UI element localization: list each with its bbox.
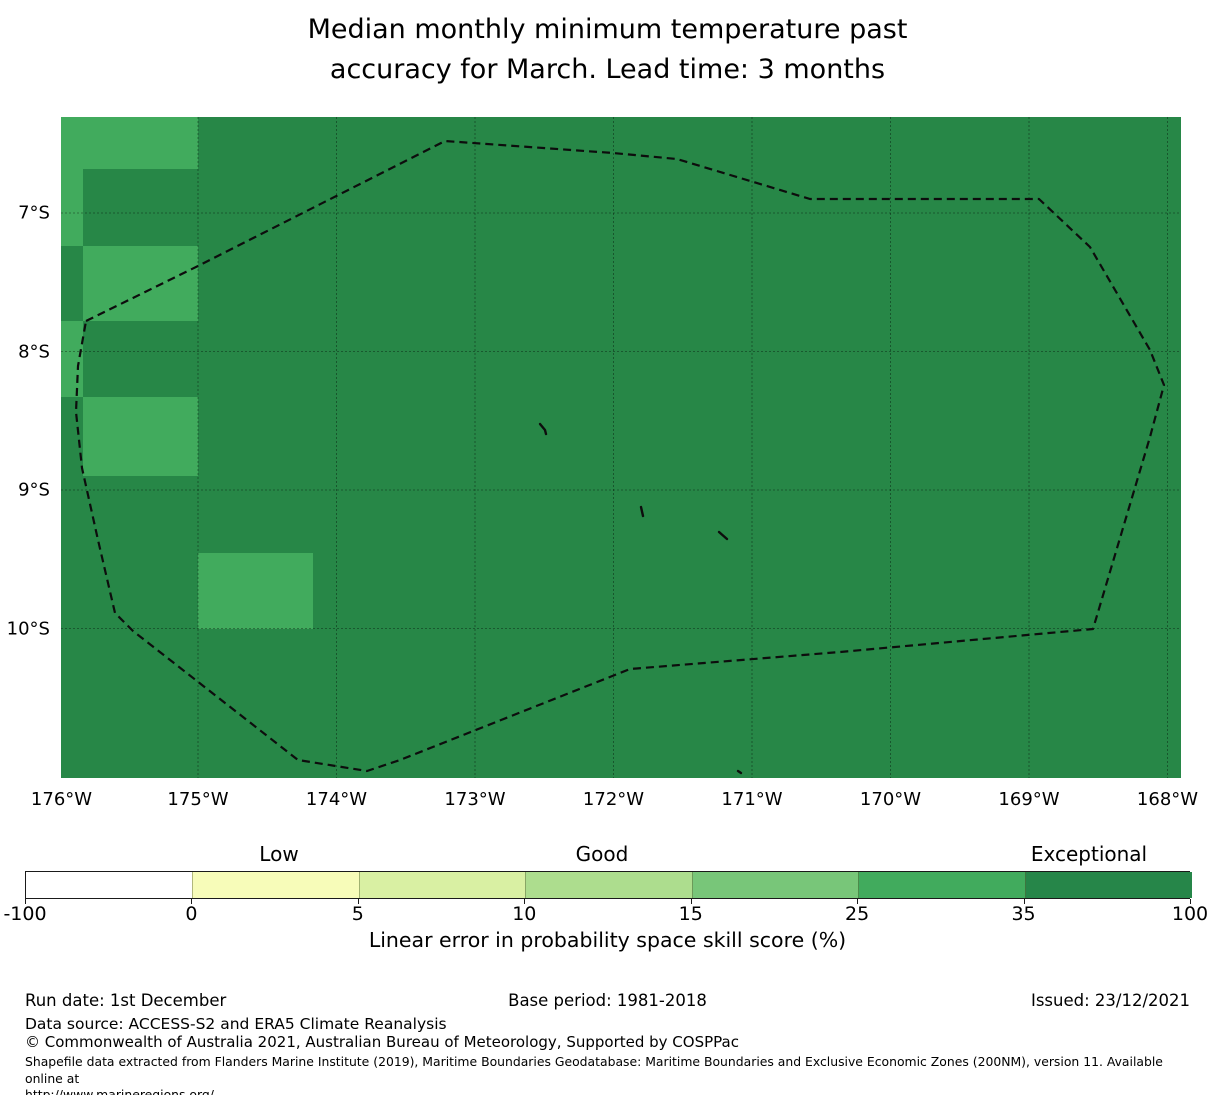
map-background: [61, 117, 1181, 778]
shapefile-attribution-line-1: Shapefile data extracted from Flanders M…: [25, 1054, 1163, 1086]
colorbar-segment: [26, 872, 193, 898]
x-tick-label: 175°W: [167, 789, 229, 810]
low-skill-cell: [83, 397, 198, 476]
colorbar-tick: [1023, 899, 1025, 904]
colorbar-segment: [525, 872, 693, 898]
island-mark: [538, 422, 548, 436]
colorbar-tick-label: 15: [678, 903, 703, 925]
island-mark: [639, 505, 645, 518]
colorbar-tick-label: 10: [512, 903, 537, 925]
x-tick-label: 173°W: [444, 789, 506, 810]
chart-title-line-2: accuracy for March. Lead time: 3 months: [329, 54, 886, 85]
colorbar-segment: [858, 872, 1026, 898]
map-plot-area: [61, 117, 1181, 778]
colorbar-tick: [857, 899, 859, 904]
colorbar-tick: [357, 899, 359, 904]
low-skill-cell: [61, 169, 83, 246]
colorbar-segment: [1024, 872, 1192, 898]
chart-title-line-1: Median monthly minimum temperature past: [307, 14, 908, 45]
colorbar-segment: [358, 872, 527, 898]
colorbar-segment: [691, 872, 860, 898]
y-tick-label: 9°S: [18, 479, 50, 501]
x-tick-label: 170°W: [859, 789, 922, 810]
low-skill-cell: [61, 321, 83, 397]
footer-issued: Issued: 23/12/2021: [1030, 991, 1190, 1010]
low-skill-cell: [83, 246, 198, 321]
x-tick-label: 168°W: [1136, 789, 1199, 810]
colorbar-tick: [524, 899, 526, 904]
footer-base-period: Base period: 1981-2018: [508, 991, 707, 1010]
x-tick-label: 176°W: [30, 789, 93, 810]
tier-label-exceptional: Exceptional: [1030, 842, 1148, 866]
y-tick-label: 10°S: [6, 618, 50, 639]
colorbar-tick-label: 25: [845, 903, 870, 925]
colorbar-tick: [191, 899, 193, 904]
x-tick-label: 169°W: [998, 789, 1060, 810]
x-tick-label: 174°W: [305, 789, 368, 810]
colorbar-tick: [690, 899, 692, 904]
colorbar-tick: [1190, 899, 1191, 904]
footer-run-date: Run date: 1st December: [25, 991, 227, 1010]
tier-label-good: Good: [575, 842, 629, 866]
shapefile-attribution-line-2: http://www.marineregions.org/.: [25, 1087, 218, 1095]
island-mark: [717, 530, 729, 541]
low-skill-cell: [61, 117, 198, 169]
x-tick-label: 172°W: [582, 789, 645, 810]
colorbar: [25, 871, 1192, 899]
footer-data-source: Data source: ACCESS-S2 and ERA5 Climate …: [25, 1015, 447, 1033]
colorbar-tick-label: 35: [1011, 903, 1036, 925]
footer-shapefile-attribution: Shapefile data extracted from Flanders M…: [25, 1054, 1200, 1095]
y-tick-label: 7°S: [18, 202, 50, 224]
colorbar-tick: [25, 899, 26, 904]
y-tick-label: 8°S: [18, 341, 50, 362]
colorbar-tick-label: 0: [185, 903, 198, 925]
colorbar-tick-label: -100: [3, 903, 47, 925]
footer-copyright: © Commonwealth of Australia 2021, Austra…: [25, 1033, 739, 1051]
tier-label-low: Low: [259, 842, 299, 866]
x-tick-label: 171°W: [721, 789, 783, 810]
colorbar-tick-label: 100: [1171, 903, 1209, 925]
colorbar-tick-label: 5: [351, 903, 364, 925]
island-mark: [736, 769, 743, 775]
low-skill-cell: [198, 553, 313, 629]
colorbar-caption: Linear error in probability space skill …: [368, 928, 847, 952]
colorbar-segment: [192, 872, 360, 898]
